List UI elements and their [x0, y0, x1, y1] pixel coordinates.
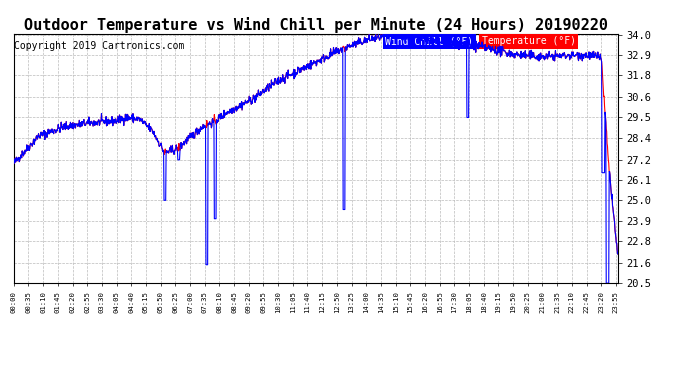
Text: Copyright 2019 Cartronics.com: Copyright 2019 Cartronics.com	[14, 41, 185, 51]
Text: Temperature (°F): Temperature (°F)	[482, 36, 575, 46]
Title: Outdoor Temperature vs Wind Chill per Minute (24 Hours) 20190220: Outdoor Temperature vs Wind Chill per Mi…	[23, 16, 608, 33]
Text: Wind Chill (°F): Wind Chill (°F)	[385, 36, 473, 46]
